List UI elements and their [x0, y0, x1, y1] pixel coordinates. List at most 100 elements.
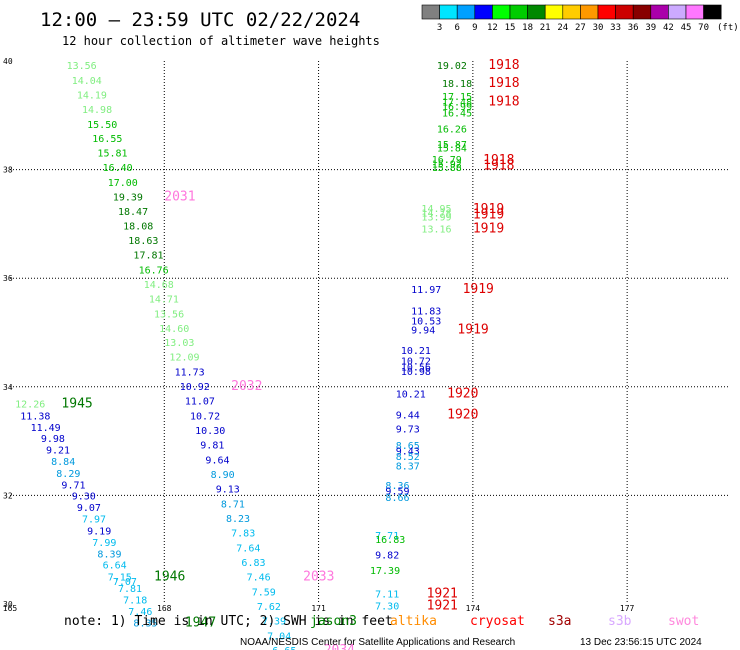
- latitude-tick-labels: 30 32 34 36 38 40: [3, 57, 13, 609]
- scale-label: 6: [454, 23, 459, 33]
- wave-height-value: 17.39: [370, 566, 400, 577]
- scale-unit: (ft): [717, 23, 739, 33]
- legend-swot: swot: [668, 614, 699, 629]
- scale-label: 18: [522, 23, 533, 33]
- scale-label: 9: [472, 23, 477, 33]
- scale-label: 30: [593, 23, 604, 33]
- wave-height-value: 7.39: [262, 617, 286, 628]
- scale-label: 24: [557, 23, 568, 33]
- wave-height-value: 10.21: [401, 346, 431, 357]
- wave-height-value: 9.64: [205, 455, 229, 466]
- wave-height-value: 18.63: [128, 236, 158, 247]
- wave-height-value: 10.53: [411, 316, 441, 327]
- scale-swatch: [562, 4, 581, 20]
- wave-height-color-scale: 3 6 9 12 15 18 21 24 27 30 33 36 39 42 45 70: [421, 4, 722, 33]
- scale-label: 39: [645, 23, 656, 33]
- lon-tick-label: 171: [311, 604, 326, 613]
- wave-height-value: 6.64: [103, 561, 127, 572]
- wave-height-value: 15.88: [432, 163, 462, 174]
- wave-height-value: 7.59: [252, 587, 276, 598]
- wave-height-value: 7.97: [82, 515, 106, 526]
- track-time-label: 1945: [61, 396, 92, 411]
- footer-note: note: 1) Time is in UTC; 2) SWH is in fe…: [64, 614, 393, 629]
- scale-label: 33: [610, 23, 621, 33]
- wave-height-value: 9.98: [41, 434, 65, 445]
- wave-height-value: 9.43: [396, 447, 420, 458]
- legend-jason3: jason3: [310, 614, 357, 629]
- wave-height-value: 14.19: [77, 90, 107, 101]
- wave-height-value: 11.73: [175, 367, 205, 378]
- wave-height-value: 7.81: [118, 584, 142, 595]
- track-time-labels: 1918191819181918191819191919191919191919…: [61, 58, 519, 650]
- wave-height-value: 7.04: [267, 631, 291, 642]
- track-time-label: 2031: [164, 190, 195, 205]
- wave-height-value: 14.71: [149, 295, 179, 306]
- wave-height-value: 7.07: [113, 577, 137, 588]
- wave-height-value: 14.68: [144, 280, 174, 291]
- track-time-label: 1919: [457, 323, 488, 338]
- scale-swatch: [492, 4, 511, 20]
- wave-height-value: 15.84: [437, 144, 467, 155]
- wave-height-value: 11.38: [20, 411, 50, 422]
- wave-height-value: 8.84: [51, 457, 75, 468]
- scale-swatch: [527, 4, 546, 20]
- wave-height-value: 12.26: [15, 399, 45, 410]
- track-time-label: 1946: [154, 570, 185, 585]
- scale-swatch: [615, 4, 634, 20]
- wave-height-value: 9.44: [396, 410, 420, 421]
- satellite-legend: jason3 altika cryosat s3a s3b swot: [310, 614, 699, 629]
- wave-height-value: 13.56: [67, 61, 97, 72]
- wave-height-value: 7.71: [375, 531, 399, 542]
- wave-height-value: 7.15: [108, 573, 132, 584]
- track-time-label: 1919: [473, 207, 504, 222]
- track-time-label: 2033: [303, 570, 334, 585]
- wave-height-value: 13.56: [154, 309, 184, 320]
- wave-height-value: 19.39: [113, 193, 143, 204]
- scale-label: 27: [575, 23, 586, 33]
- wave-height-value: 8.39: [97, 549, 121, 560]
- wave-height-value: 14.98: [82, 105, 112, 116]
- wave-height-value: 16.83: [375, 535, 405, 546]
- scale-swatch: [650, 4, 669, 20]
- wave-height-value: 13.03: [164, 338, 194, 349]
- wave-height-value: 7.46: [128, 607, 152, 618]
- map-grid: [10, 61, 730, 604]
- wave-height-value: 7.18: [123, 595, 147, 606]
- wave-height-value: 16.45: [442, 108, 472, 119]
- wave-height-value: 18.47: [118, 207, 148, 218]
- scale-label: 12: [487, 23, 498, 33]
- wave-height-value: 17.15: [442, 92, 472, 103]
- footer-credit: NOAA/NESDIS Center for Satellite Applica…: [240, 637, 515, 648]
- wave-height-value: 18.18: [442, 79, 472, 90]
- wave-height-value: 8.35: [133, 618, 157, 629]
- wave-height-value: 16.76: [139, 265, 169, 276]
- wave-height-value: 10.56: [401, 363, 431, 374]
- wave-height-value: 7.62: [257, 602, 281, 613]
- legend-cryosat: cryosat: [470, 614, 525, 629]
- track-time-label: 2032: [231, 379, 262, 394]
- wave-height-value: 17.00: [108, 178, 138, 189]
- wave-height-value: 9.19: [87, 526, 111, 537]
- footer-timestamp: 13 Dec 23:56:15 UTC 2024: [580, 637, 702, 648]
- lon-tick-label: 168: [157, 604, 172, 613]
- wave-height-value: 7.11: [375, 589, 399, 600]
- scale-swatch: [580, 4, 599, 20]
- wave-height-value: 15.81: [97, 149, 127, 160]
- lat-tick-label: 36: [3, 274, 13, 283]
- scale-swatch: [685, 4, 704, 20]
- wave-height-value: 10.92: [180, 382, 210, 393]
- wave-height-value: 9.07: [77, 503, 101, 514]
- scale-swatch: [509, 4, 528, 20]
- wave-height-value: 9.81: [200, 441, 224, 452]
- wave-height-value: 16.26: [437, 125, 467, 136]
- wave-height-value: 9.73: [396, 424, 420, 435]
- wave-height-value: 9.71: [61, 480, 85, 491]
- wave-height-value: 15.50: [87, 120, 117, 131]
- wave-height-value: 14.95: [421, 204, 451, 215]
- wave-height-value: 14.04: [72, 76, 102, 87]
- lat-tick-label: 30: [3, 600, 13, 609]
- scale-swatch: [632, 4, 652, 20]
- track-time-label: 1919: [473, 222, 504, 237]
- scale-swatch: [474, 4, 493, 20]
